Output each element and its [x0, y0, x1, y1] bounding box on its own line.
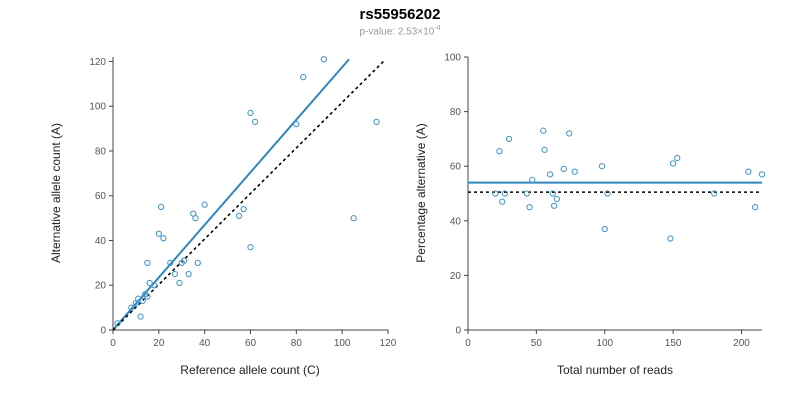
- data-point: [566, 130, 573, 137]
- data-point: [300, 73, 307, 81]
- data-point: [604, 190, 611, 197]
- data-point: [151, 282, 158, 289]
- data-point: [496, 148, 503, 155]
- data-point: [180, 257, 188, 264]
- x-tick-label: 0: [465, 338, 471, 349]
- data-point: [601, 225, 608, 233]
- x-axis-label: Reference allele count (C): [180, 363, 319, 377]
- y-tick-label: 20: [95, 281, 107, 292]
- data-point: [373, 118, 380, 126]
- data-point: [114, 320, 121, 327]
- data-point: [194, 259, 201, 267]
- data-point: [251, 118, 259, 126]
- data-point: [598, 163, 606, 170]
- y-tick-label: 120: [89, 57, 106, 68]
- data-point: [176, 279, 183, 287]
- data-point: [160, 235, 167, 242]
- data-point: [171, 270, 179, 278]
- y-tick-label: 20: [450, 271, 462, 282]
- left-scatter-plot: 0 20 40 60 80 100 120 0 20 40 60 80 100 120 Reference …: [49, 56, 397, 377]
- data-point: [501, 190, 509, 197]
- data-point: [546, 171, 554, 178]
- identity-line: [112, 60, 384, 331]
- x-tick-label: 100: [596, 338, 613, 349]
- y-tick-label: 100: [89, 102, 106, 113]
- data-point: [137, 313, 144, 320]
- data-point: [505, 135, 513, 143]
- data-point: [553, 195, 561, 203]
- data-point: [350, 214, 357, 222]
- x-tick-label: 50: [531, 338, 543, 349]
- data-point: [523, 190, 530, 197]
- data-point: [185, 270, 192, 278]
- data-point: [139, 297, 146, 305]
- data-point: [320, 56, 327, 63]
- x-tick-label: 200: [733, 338, 750, 349]
- x-tick-label: 60: [245, 338, 257, 349]
- plot-subtitle: p-value: 2.53×10-4: [0, 25, 800, 37]
- data-point: [128, 304, 135, 311]
- pvalue-exponent: -4: [434, 25, 441, 32]
- data-point: [144, 293, 151, 300]
- data-point: [674, 154, 681, 162]
- data-point: [529, 176, 536, 183]
- data-point: [201, 201, 208, 208]
- data-point: [571, 168, 578, 175]
- y-tick-label: 100: [444, 53, 461, 64]
- data-point: [758, 171, 766, 178]
- x-tick-label: 100: [334, 338, 351, 349]
- y-tick-label: 0: [100, 326, 106, 337]
- data-point: [560, 165, 567, 173]
- data-point: [710, 190, 718, 197]
- data-point: [540, 127, 547, 134]
- regression-line: [112, 58, 350, 331]
- data-point: [541, 146, 548, 153]
- y-tick-label: 60: [95, 191, 107, 202]
- y-tick-label: 40: [95, 236, 107, 247]
- data-point: [192, 214, 199, 222]
- data-point: [669, 160, 677, 167]
- y-tick-label: 0: [455, 326, 461, 337]
- data-point: [667, 235, 674, 242]
- data-point: [157, 203, 165, 211]
- data-point: [549, 190, 556, 197]
- x-tick-label: 120: [380, 338, 397, 349]
- y-axis-label: Alternative allele count (A): [49, 123, 63, 263]
- x-axis-label: Total number of reads: [557, 363, 673, 377]
- data-point: [155, 230, 162, 237]
- y-tick-label: 80: [95, 146, 107, 157]
- x-tick-label: 150: [665, 338, 682, 349]
- data-point: [499, 198, 506, 205]
- y-axis-label: Percentage alternative (A): [414, 123, 428, 262]
- data-point: [144, 259, 151, 267]
- title-block: rs55956202 p-value: 2.53×10-4: [0, 6, 800, 37]
- data-point: [745, 168, 752, 175]
- pvalue-text: p-value: 2.53×10: [359, 26, 435, 38]
- data-point: [247, 244, 254, 251]
- data-point: [550, 202, 558, 209]
- x-tick-label: 40: [199, 338, 211, 349]
- x-tick-label: 80: [291, 338, 303, 349]
- data-point: [235, 212, 243, 220]
- y-tick-label: 60: [450, 162, 462, 173]
- plot-title: rs55956202: [359, 6, 441, 23]
- y-tick-label: 40: [450, 216, 462, 227]
- data-point: [247, 109, 254, 117]
- x-tick-label: 20: [153, 338, 165, 349]
- right-scatter-plot: 0 50 100 150 200 0 20 40 60 80 100 Total number of …: [414, 53, 766, 377]
- y-tick-label: 80: [450, 107, 462, 118]
- data-point: [526, 203, 533, 211]
- data-point: [293, 120, 300, 128]
- data-point: [167, 259, 174, 267]
- data-point: [752, 203, 759, 211]
- x-tick-label: 0: [110, 338, 116, 349]
- data-point: [492, 190, 499, 197]
- data-point: [240, 206, 247, 213]
